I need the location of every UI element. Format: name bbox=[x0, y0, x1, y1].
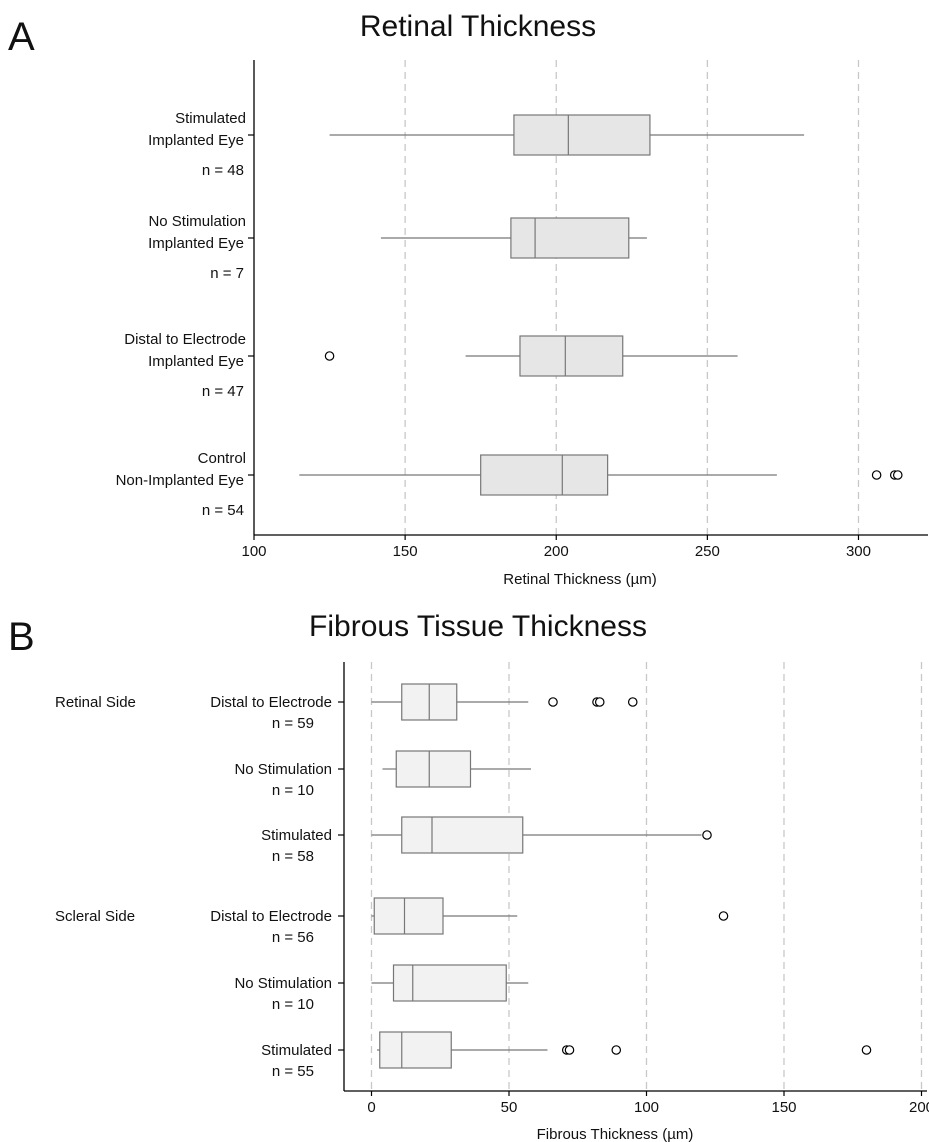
panel-b-title: Fibrous Tissue Thickness bbox=[309, 610, 647, 643]
x-tick-label: 100 bbox=[241, 543, 266, 560]
n-label: n = 48 bbox=[202, 162, 244, 179]
box bbox=[480, 454, 609, 496]
panel-a-letter: A bbox=[8, 15, 35, 59]
category-label: Stimulated bbox=[261, 827, 332, 844]
category-label: Distal to Electrode bbox=[210, 908, 332, 925]
n-label: n = 7 bbox=[210, 265, 244, 282]
panel-b-plot: 0 50 100 150 200 Distal to Electrode n = 59 Ret… bbox=[55, 662, 929, 1116]
x-tick-label: 300 bbox=[846, 543, 871, 560]
panel-b-xlabel: Fibrous Thickness (µm) bbox=[537, 1126, 694, 1142]
box bbox=[395, 750, 472, 788]
outlier-point bbox=[564, 1045, 575, 1055]
n-label: n = 10 bbox=[272, 782, 314, 799]
box bbox=[513, 114, 651, 156]
box bbox=[519, 335, 624, 377]
n-label: n = 47 bbox=[202, 383, 244, 400]
category-label: Stimulated bbox=[175, 110, 246, 127]
n-label: n = 58 bbox=[272, 848, 314, 865]
panel-a-plot: 100 150 200 250 300 Stimulated Implanted Eye n … bbox=[116, 60, 928, 560]
outlier-point bbox=[627, 697, 638, 707]
category-label: Implanted Eye bbox=[148, 353, 244, 370]
category-label: Implanted Eye bbox=[148, 235, 244, 252]
x-tick-label: 150 bbox=[393, 543, 418, 560]
outlier-point bbox=[871, 470, 882, 480]
outlier-point bbox=[324, 351, 335, 361]
category-label: Implanted Eye bbox=[148, 132, 244, 149]
category-label: Control bbox=[198, 450, 246, 467]
outlier-point bbox=[861, 1045, 872, 1055]
box bbox=[373, 897, 444, 935]
n-label: n = 55 bbox=[272, 1063, 314, 1080]
n-label: n = 56 bbox=[272, 929, 314, 946]
outlier-point bbox=[718, 911, 729, 921]
n-label: n = 54 bbox=[202, 502, 244, 519]
x-tick-label: 50 bbox=[501, 1099, 518, 1116]
outlier-point bbox=[702, 830, 712, 840]
category-label: No Stimulation bbox=[234, 761, 332, 778]
category-label: Distal to Electrode bbox=[124, 331, 246, 348]
group-label: Retinal Side bbox=[55, 694, 136, 711]
panel-a-title: Retinal Thickness bbox=[360, 10, 596, 43]
x-tick-label: 200 bbox=[544, 543, 569, 560]
group-label: Scleral Side bbox=[55, 908, 135, 925]
x-tick-label: 200 bbox=[909, 1099, 929, 1116]
box bbox=[401, 816, 524, 854]
outlier-point bbox=[611, 1045, 622, 1055]
outlier-point bbox=[594, 697, 605, 707]
x-tick-label: 150 bbox=[771, 1099, 796, 1116]
x-tick-label: 100 bbox=[634, 1099, 659, 1116]
box bbox=[510, 217, 630, 259]
category-label: Distal to Electrode bbox=[210, 694, 332, 711]
category-label: Stimulated bbox=[261, 1042, 332, 1059]
panel-a-xlabel: Retinal Thickness (µm) bbox=[503, 571, 656, 588]
panel-b-letter: B bbox=[8, 615, 35, 659]
box bbox=[379, 1031, 452, 1069]
category-label: No Stimulation bbox=[234, 975, 332, 992]
box bbox=[392, 964, 507, 1002]
n-label: n = 10 bbox=[272, 996, 314, 1013]
x-tick-label: 250 bbox=[695, 543, 720, 560]
category-label: Non-Implanted Eye bbox=[116, 472, 244, 489]
n-label: n = 59 bbox=[272, 715, 314, 732]
x-tick-label: 0 bbox=[367, 1099, 375, 1116]
outlier-point bbox=[548, 697, 558, 707]
outlier-point bbox=[892, 470, 903, 480]
category-label: No Stimulation bbox=[148, 213, 246, 230]
